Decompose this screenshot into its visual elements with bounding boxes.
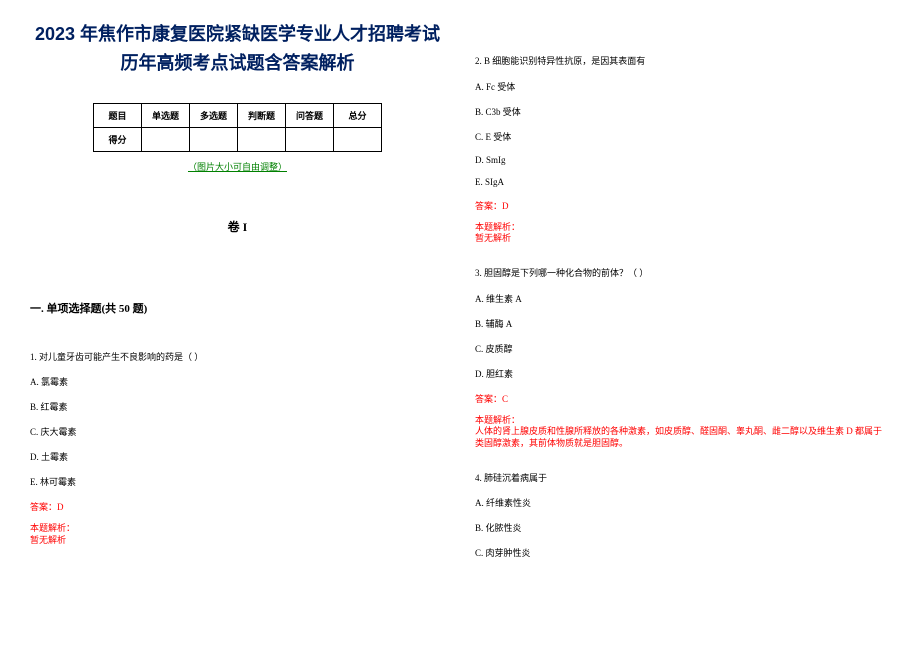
q1-answer: 答案：D [30,500,445,513]
question-2: 2. B 细胞能识别特异性抗原，是因其表面有 A. Fc 受体 B. C3b 受… [475,55,890,245]
q3-opt-b: B. 辅酶 A [475,317,890,330]
question-4: 4. 肺硅沉着病属于 A. 纤维素性炎 B. 化脓性炎 C. 肉芽肿性炎 [475,472,890,560]
section-title: 一. 单项选择题(共 50 题) [30,300,445,316]
q2-opt-c: C. E 受体 [475,130,890,143]
q1-explain-text: 暂无解析 [30,535,445,547]
q4-stem: 4. 肺硅沉着病属于 [475,472,890,485]
q3-opt-a: A. 维生素 A [475,292,890,305]
q3-explain-text: 人体的肾上腺皮质和性腺所释放的各种激素，如皮质醇、醛固酮、睾丸酮、雌二醇以及维生… [475,426,890,449]
th-3: 判断题 [238,103,286,127]
q2-opt-e: E. SIgA [475,177,890,187]
main-title: 2023 年焦作市康复医院紧缺医学专业人才招聘考试历年高频考点试题含答案解析 [30,20,445,78]
question-3: 3. 胆固醇是下列哪一种化合物的前体？（ ） A. 维生素 A B. 辅酶 A … [475,267,890,450]
q3-opt-d: D. 胆红素 [475,367,890,380]
table-score-row: 得分 [94,127,382,151]
image-resize-note: （图片大小可自由调整） [30,160,445,173]
q2-opt-d: D. SmIg [475,155,890,165]
q1-stem: 1. 对儿童牙齿可能产生不良影响的药是（ ） [30,351,445,364]
th-0: 题目 [94,103,142,127]
q4-opt-c: C. 肉芽肿性炎 [475,546,890,559]
cell-3 [238,127,286,151]
th-2: 多选题 [190,103,238,127]
cell-1 [142,127,190,151]
cell-2 [190,127,238,151]
question-1: 1. 对儿童牙齿可能产生不良影响的药是（ ） A. 氯霉素 B. 红霉素 C. … [30,351,445,547]
q2-opt-a: A. Fc 受体 [475,80,890,93]
score-table: 题目 单选题 多选题 判断题 问答题 总分 得分 [93,103,382,152]
q1-opt-e: E. 林可霉素 [30,475,445,488]
row-label: 得分 [94,127,142,151]
q3-answer: 答案：C [475,392,890,405]
q2-stem: 2. B 细胞能识别特异性抗原，是因其表面有 [475,55,890,68]
table-header-row: 题目 单选题 多选题 判断题 问答题 总分 [94,103,382,127]
q3-opt-c: C. 皮质醇 [475,342,890,355]
q4-opt-b: B. 化脓性炎 [475,521,890,534]
q1-opt-d: D. 土霉素 [30,450,445,463]
q1-opt-b: B. 红霉素 [30,400,445,413]
volume-title: 卷 I [30,218,445,235]
cell-4 [286,127,334,151]
q2-opt-b: B. C3b 受体 [475,105,890,118]
q1-opt-a: A. 氯霉素 [30,375,445,388]
q3-stem: 3. 胆固醇是下列哪一种化合物的前体？（ ） [475,267,890,280]
th-4: 问答题 [286,103,334,127]
q1-explain-label: 本题解析： [30,523,445,535]
th-5: 总分 [334,103,382,127]
th-1: 单选题 [142,103,190,127]
q1-opt-c: C. 庆大霉素 [30,425,445,438]
q2-answer: 答案：D [475,199,890,212]
q4-opt-a: A. 纤维素性炎 [475,496,890,509]
q2-explain-label: 本题解析： [475,222,890,234]
q2-explain-text: 暂无解析 [475,233,890,245]
cell-5 [334,127,382,151]
q3-explain-label: 本题解析： [475,415,890,427]
